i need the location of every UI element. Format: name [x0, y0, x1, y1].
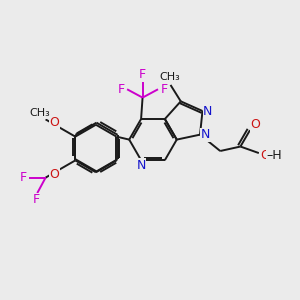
Text: CH₃: CH₃ — [159, 72, 180, 82]
Text: F: F — [33, 193, 40, 206]
Text: N: N — [203, 104, 212, 118]
Text: F: F — [160, 83, 167, 96]
Text: –H: –H — [266, 149, 282, 162]
Text: F: F — [139, 68, 146, 81]
Text: N: N — [136, 159, 146, 172]
Text: N: N — [201, 128, 210, 141]
Text: O: O — [250, 118, 260, 131]
Text: O: O — [50, 116, 59, 129]
Text: F: F — [20, 171, 27, 184]
Text: O: O — [50, 168, 59, 181]
Text: O: O — [260, 149, 270, 162]
Text: F: F — [118, 83, 125, 96]
Text: CH₃: CH₃ — [30, 108, 51, 118]
